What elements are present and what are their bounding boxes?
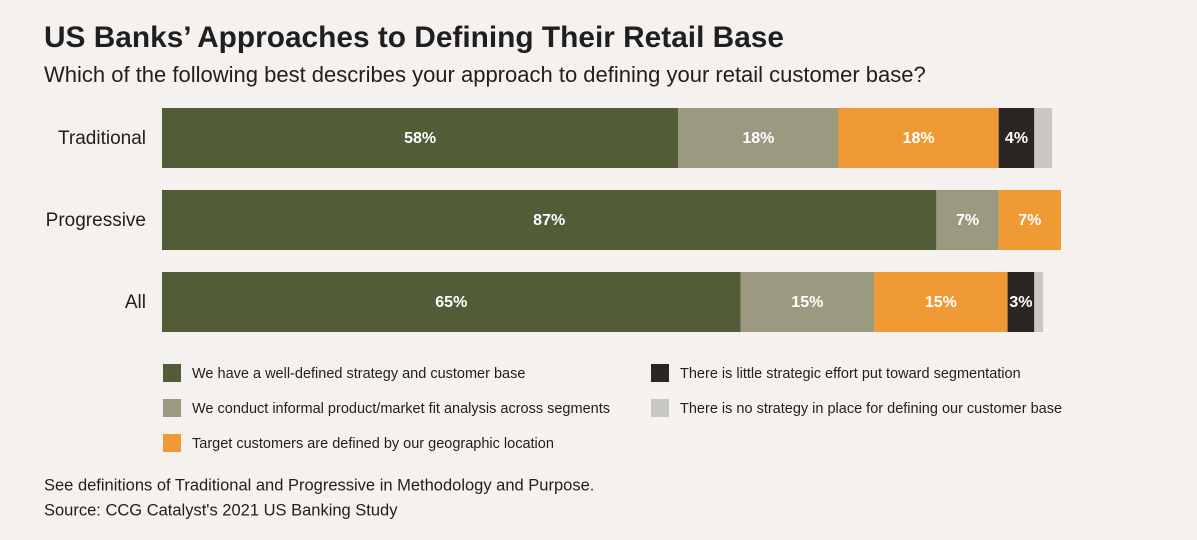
data-label: 7% — [956, 212, 979, 229]
data-label: 18% — [903, 130, 935, 147]
bar-segment — [998, 108, 1035, 168]
data-label: 87% — [533, 212, 565, 229]
chart-title: US Banks’ Approaches to Defining Their R… — [44, 21, 784, 54]
data-label: 4% — [1005, 130, 1028, 147]
bar-segment — [162, 108, 679, 168]
legend-swatch — [651, 399, 669, 417]
legend-label: There is little strategic effort put tow… — [680, 366, 1021, 382]
legend-swatch — [163, 364, 181, 382]
bar-segment — [936, 190, 999, 250]
bar-segment — [874, 272, 1008, 332]
bar-segment — [678, 108, 839, 168]
data-label: 3% — [1009, 294, 1032, 311]
legend-swatch — [163, 434, 181, 452]
legend-label: We conduct informal product/market fit a… — [192, 401, 610, 417]
bar-segment — [1034, 272, 1044, 332]
source-note: Source: CCG Catalyst's 2021 US Banking S… — [44, 501, 398, 519]
chart-subtitle: Which of the following best describes yo… — [44, 62, 926, 87]
data-label: 7% — [1018, 212, 1041, 229]
data-label: 18% — [742, 130, 774, 147]
data-label: 15% — [925, 294, 957, 311]
category-label: Progressive — [46, 210, 146, 231]
bar-segment — [162, 190, 937, 250]
legend-label: We have a well-defined strategy and cust… — [192, 366, 525, 382]
bar-segment — [838, 108, 999, 168]
bar-segment — [998, 190, 1061, 250]
legend-swatch — [651, 364, 669, 382]
footnote: See definitions of Traditional and Progr… — [44, 476, 594, 494]
data-label: 15% — [791, 294, 823, 311]
bar-segment — [740, 272, 875, 332]
legend-swatch — [163, 399, 181, 417]
category-label: Traditional — [58, 128, 146, 149]
bar-segment — [1034, 108, 1053, 168]
category-label: All — [125, 292, 146, 313]
bar-segment — [1007, 272, 1035, 332]
data-label: 58% — [404, 130, 436, 147]
legend-label: Target customers are defined by our geog… — [192, 436, 554, 452]
bar-segment — [162, 272, 741, 332]
data-label: 65% — [435, 294, 467, 311]
legend-label: There is no strategy in place for defini… — [680, 401, 1062, 417]
